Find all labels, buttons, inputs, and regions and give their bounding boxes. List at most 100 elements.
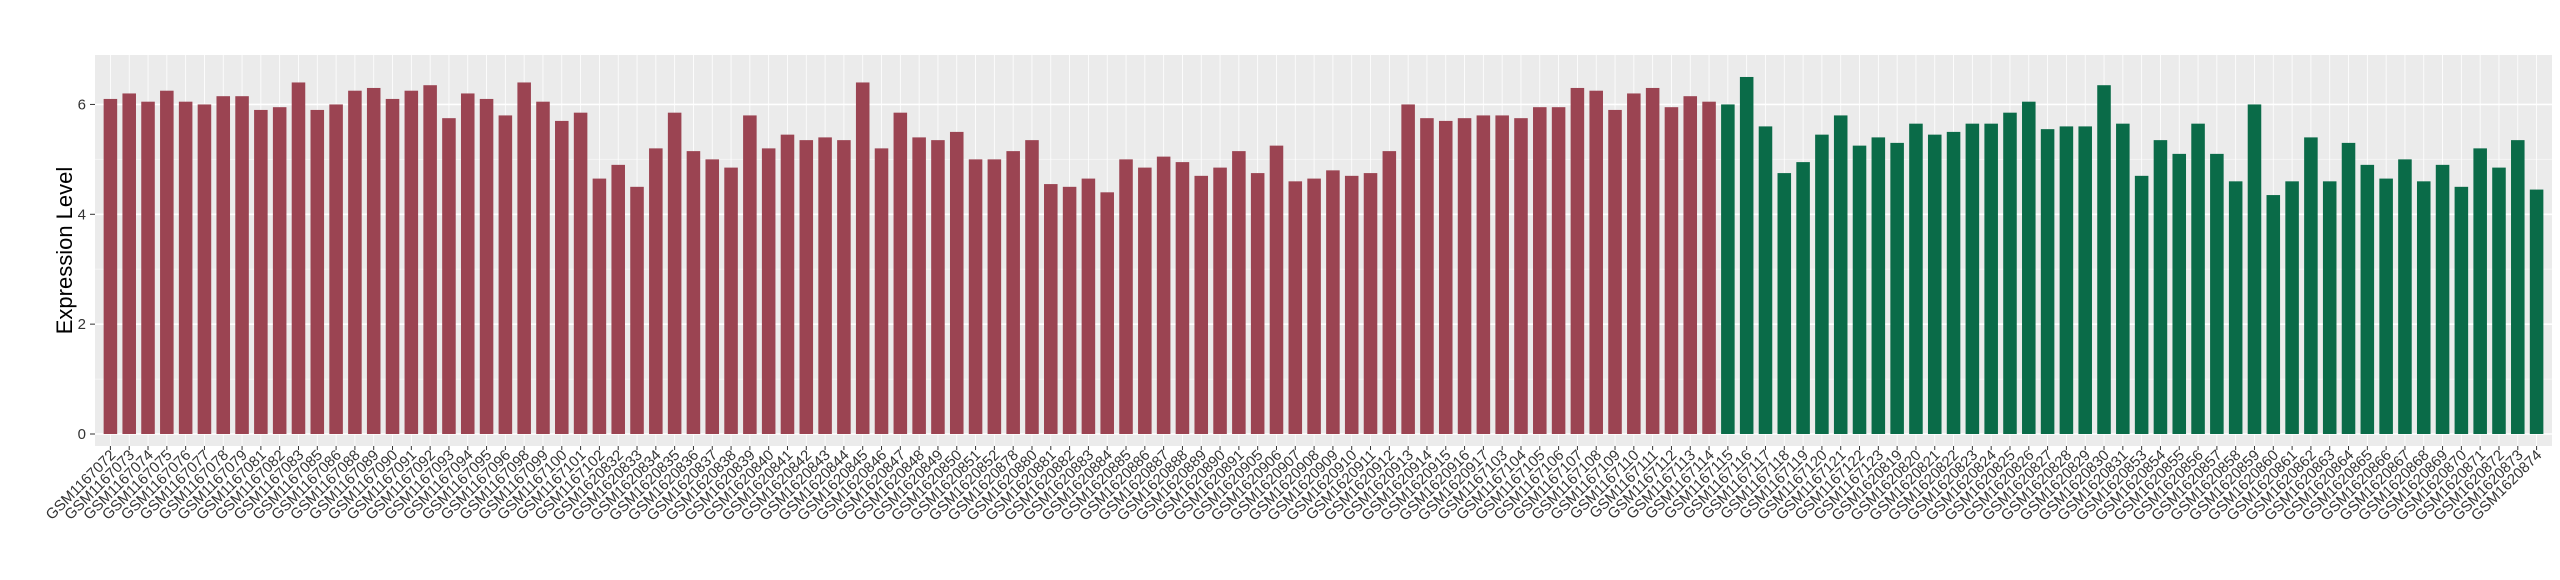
bar-GSM1167093	[442, 118, 456, 435]
bar-GSM1167090	[385, 98, 400, 435]
bar-GSM1620842	[799, 140, 814, 434]
bar-GSM1620878	[1006, 151, 1020, 435]
bar-GSM1167088	[348, 90, 362, 435]
bar-GSM1620830	[2097, 85, 2111, 434]
bar-GSM1167103	[1495, 115, 1509, 434]
bar-GSM1167113	[1683, 96, 1698, 435]
bar-GSM1620853	[2134, 175, 2149, 434]
bar-GSM1620828	[2059, 126, 2074, 435]
bar-GSM1167075	[160, 90, 174, 435]
bar-GSM1620846	[874, 148, 889, 434]
bar-GSM1620905	[1250, 173, 1265, 434]
bar-GSM1620915	[1438, 120, 1453, 435]
x-axis: GSM1167072GSM1167073GSM1167074GSM1167075…	[43, 446, 2545, 524]
bar-GSM1620849	[931, 140, 945, 434]
bar-GSM1620841	[780, 134, 795, 434]
bar-GSM1167111	[1645, 87, 1660, 435]
bar-GSM1620884	[1100, 192, 1114, 434]
bar-GSM1167107	[1570, 87, 1585, 435]
bar-GSM1620838	[724, 167, 738, 435]
bar-GSM1620912	[1382, 151, 1397, 435]
bar-GSM1620885	[1119, 159, 1133, 435]
bar-GSM1620839	[743, 115, 757, 434]
bar-GSM1167099	[536, 101, 550, 434]
bar-GSM1620850	[949, 131, 964, 434]
bar-GSM1620843	[818, 137, 832, 435]
bar-GSM1167096	[498, 115, 513, 434]
bar-GSM1620860	[2266, 195, 2281, 434]
bar-GSM1167089	[366, 87, 381, 435]
bar-GSM1167098	[517, 82, 531, 434]
bar-GSM1620872	[2492, 167, 2506, 435]
bar-GSM1620882	[1062, 186, 1077, 434]
bar-GSM1620847	[893, 112, 908, 434]
bar-GSM1167094	[460, 93, 475, 434]
bar-GSM1167105	[1533, 107, 1547, 435]
bar-GSM1620865	[2360, 164, 2375, 434]
bar-GSM1167106	[1551, 107, 1566, 435]
bar-GSM1167078	[216, 96, 231, 435]
bar-GSM1167072	[103, 98, 118, 435]
bar-GSM1620836	[686, 151, 701, 435]
bar-GSM1167073	[122, 93, 136, 434]
y-axis: 0 2 4 6	[78, 96, 95, 443]
bar-GSM1167118	[1777, 173, 1792, 434]
y-tick-label: 6	[78, 96, 86, 113]
bar-GSM1167123	[1871, 137, 1886, 435]
bar-GSM1167110	[1627, 93, 1641, 434]
y-axis-title: Expression Level	[52, 167, 77, 335]
bar-GSM1620861	[2285, 181, 2299, 434]
bar-GSM1167109	[1608, 109, 1622, 434]
bar-GSM1620844	[837, 140, 851, 434]
bar-GSM1620854	[2153, 140, 2168, 434]
bar-GSM1167120	[1815, 134, 1829, 434]
bar-GSM1620837	[705, 159, 720, 435]
bar-GSM1620822	[1946, 131, 1961, 434]
bar-GSM1620883	[1081, 178, 1096, 434]
bar-GSM1167085	[310, 109, 325, 434]
bar-GSM1620835	[667, 112, 682, 434]
bar-GSM1620909	[1326, 170, 1340, 434]
bar-GSM1167076	[178, 101, 193, 434]
bars-layer	[103, 76, 2544, 435]
bar-GSM1167101	[573, 112, 588, 434]
bar-GSM1620891	[1232, 151, 1246, 435]
bar-GSM1620824	[1984, 123, 1998, 434]
bar-GSM1620868	[2416, 181, 2431, 434]
bar-GSM1620852	[987, 159, 1002, 435]
bar-GSM1620848	[912, 137, 926, 435]
bar-GSM1620889	[1194, 175, 1209, 434]
bar-GSM1620863	[2322, 181, 2337, 434]
bar-GSM1167121	[1833, 115, 1848, 434]
bar-GSM1167095	[479, 98, 494, 435]
bar-GSM1620821	[1927, 134, 1942, 434]
bar-GSM1620864	[2341, 142, 2356, 434]
bar-GSM1620832	[611, 164, 625, 434]
bar-GSM1620916	[1457, 118, 1472, 435]
bar-GSM1167083	[291, 82, 306, 434]
bar-GSM1620913	[1401, 104, 1415, 434]
bar-GSM1167086	[329, 104, 343, 434]
bar-GSM1620914	[1420, 118, 1434, 435]
bar-GSM1620887	[1156, 156, 1171, 434]
bar-GSM1620911	[1363, 173, 1378, 434]
bar-GSM1620825	[2003, 112, 2017, 434]
bar-GSM1620886	[1138, 167, 1152, 435]
bar-GSM1167077	[197, 104, 212, 434]
bar-GSM1167117	[1758, 126, 1773, 435]
bar-GSM1167100	[555, 120, 569, 435]
bar-GSM1620866	[2379, 178, 2393, 434]
bar-GSM1620873	[2511, 140, 2525, 434]
bar-GSM1620874	[2529, 189, 2544, 434]
bar-GSM1167119	[1796, 162, 1810, 434]
bar-GSM1620819	[1890, 142, 1904, 434]
bar-GSM1620890	[1213, 167, 1227, 435]
bar-GSM1620908	[1307, 178, 1321, 434]
bar-GSM1167112	[1664, 107, 1679, 435]
bar-GSM1620881	[1044, 184, 1058, 434]
bar-GSM1167108	[1589, 90, 1603, 435]
bar-GSM1620829	[2078, 126, 2092, 435]
bar-GSM1620859	[2247, 104, 2262, 434]
